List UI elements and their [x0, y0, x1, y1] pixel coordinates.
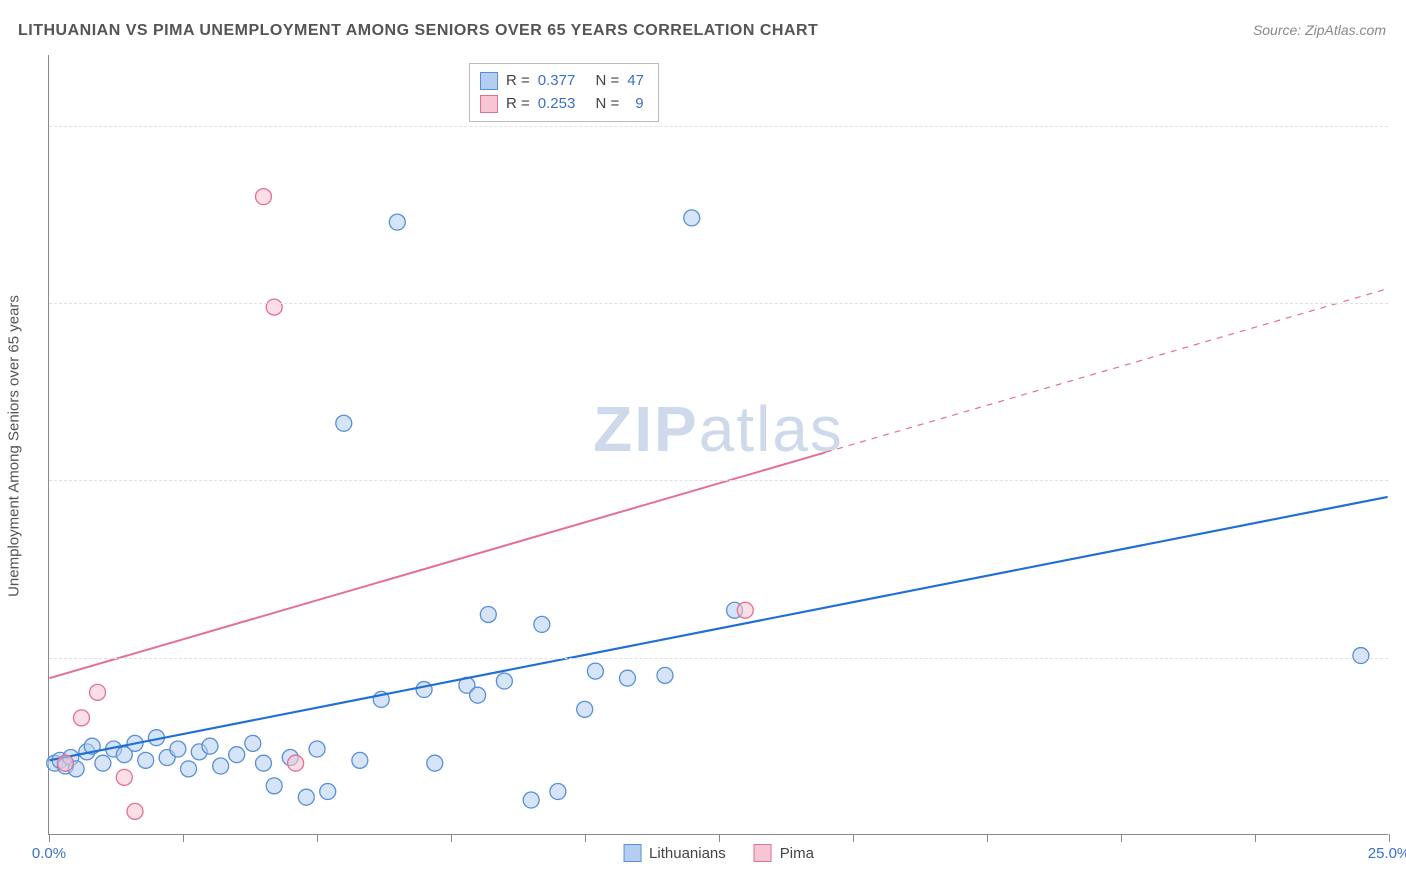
- n-value: 9: [627, 93, 643, 116]
- gridline: [49, 658, 1388, 659]
- plot-svg: [49, 55, 1388, 834]
- data-point: [657, 667, 673, 683]
- data-point: [523, 792, 539, 808]
- data-point: [352, 752, 368, 768]
- x-tick: [451, 834, 452, 842]
- data-point: [470, 687, 486, 703]
- r-value: 0.253: [538, 93, 576, 116]
- data-point: [229, 747, 245, 763]
- data-point: [577, 701, 593, 717]
- chart-container: LITHUANIAN VS PIMA UNEMPLOYMENT AMONG SE…: [0, 0, 1406, 892]
- data-point: [480, 606, 496, 622]
- stats-row-pima: R = 0.253 N = 9: [480, 93, 644, 116]
- x-tick: [585, 834, 586, 842]
- x-tick-label: 25.0%: [1368, 845, 1406, 862]
- x-tick: [49, 834, 50, 842]
- chart-title: LITHUANIAN VS PIMA UNEMPLOYMENT AMONG SE…: [18, 22, 818, 40]
- r-value: 0.377: [538, 70, 576, 93]
- legend-item-lithuanians: Lithuanians: [623, 844, 726, 862]
- data-point: [95, 755, 111, 771]
- n-value: 47: [627, 70, 644, 93]
- data-point: [534, 616, 550, 632]
- data-point: [309, 741, 325, 757]
- data-point: [255, 755, 271, 771]
- data-point: [587, 663, 603, 679]
- gridline: [49, 480, 1388, 481]
- trend-line-extrapolated: [826, 289, 1388, 453]
- data-point: [255, 189, 271, 205]
- trend-line: [49, 497, 1387, 760]
- x-tick: [1121, 834, 1122, 842]
- plot-area: ZIPatlas R = 0.377 N = 47 R = 0.253 N = …: [48, 55, 1388, 835]
- data-point: [1353, 648, 1369, 664]
- x-tick: [1255, 834, 1256, 842]
- data-point: [116, 769, 132, 785]
- data-point: [737, 602, 753, 618]
- data-point: [57, 755, 73, 771]
- gridline: [49, 126, 1388, 127]
- data-point: [416, 682, 432, 698]
- data-point: [202, 738, 218, 754]
- x-tick-label: 0.0%: [32, 845, 66, 862]
- stats-row-lithuanians: R = 0.377 N = 47: [480, 70, 644, 93]
- n-label: N =: [595, 70, 619, 93]
- data-point: [138, 752, 154, 768]
- data-point: [389, 214, 405, 230]
- swatch-lithuanians-icon: [623, 844, 641, 862]
- y-axis-label: Unemployment Among Seniors over 65 years: [6, 295, 23, 597]
- data-point: [336, 415, 352, 431]
- data-point: [170, 741, 186, 757]
- data-point: [181, 761, 197, 777]
- x-tick: [853, 834, 854, 842]
- data-point: [550, 784, 566, 800]
- source-attribution: Source: ZipAtlas.com: [1253, 22, 1386, 38]
- data-point: [298, 789, 314, 805]
- data-point: [620, 670, 636, 686]
- data-point: [496, 673, 512, 689]
- data-point: [90, 684, 106, 700]
- legend-item-pima: Pima: [754, 844, 814, 862]
- legend-label: Pima: [780, 845, 814, 862]
- series-legend: Lithuanians Pima: [623, 844, 814, 862]
- x-tick: [317, 834, 318, 842]
- trend-line: [49, 452, 825, 678]
- data-point: [684, 210, 700, 226]
- swatch-lithuanians-icon: [480, 72, 498, 90]
- r-label: R =: [506, 70, 530, 93]
- legend-label: Lithuanians: [649, 845, 726, 862]
- data-point: [320, 784, 336, 800]
- n-label: N =: [595, 93, 619, 116]
- x-tick: [183, 834, 184, 842]
- gridline: [49, 303, 1388, 304]
- x-tick: [987, 834, 988, 842]
- swatch-pima-icon: [480, 95, 498, 113]
- x-tick: [1389, 834, 1390, 842]
- stats-legend: R = 0.377 N = 47 R = 0.253 N = 9: [469, 63, 659, 122]
- x-tick: [719, 834, 720, 842]
- data-point: [127, 803, 143, 819]
- data-point: [213, 758, 229, 774]
- data-point: [266, 778, 282, 794]
- r-label: R =: [506, 93, 530, 116]
- swatch-pima-icon: [754, 844, 772, 862]
- data-point: [427, 755, 443, 771]
- data-point: [288, 755, 304, 771]
- data-point: [245, 735, 261, 751]
- data-point: [266, 299, 282, 315]
- data-point: [73, 710, 89, 726]
